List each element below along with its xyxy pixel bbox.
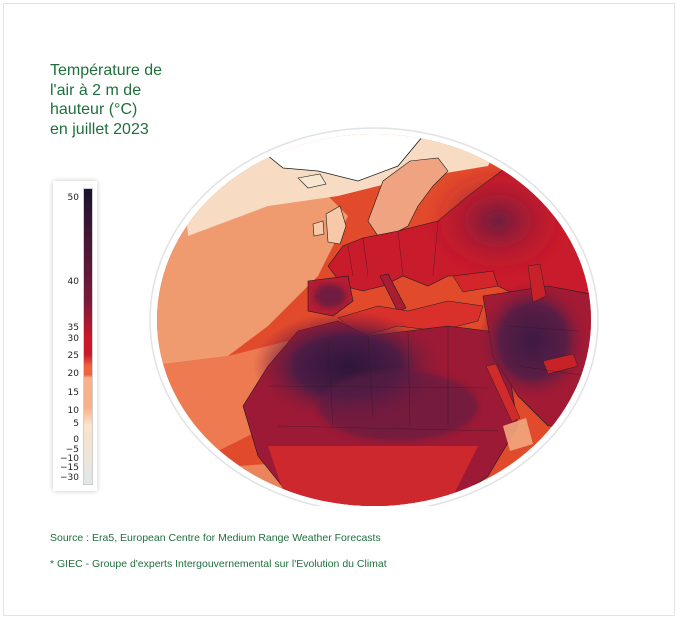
legend-tick-label: 35 — [67, 323, 79, 333]
title-line: l'air à 2 m de — [50, 81, 142, 99]
caspian-sea — [527, 263, 547, 303]
map-title: Température de l'air à 2 m de hauteur (°… — [50, 61, 200, 139]
country-borders — [267, 220, 589, 432]
legend-tick-label: −15 — [60, 463, 79, 473]
title-line: en juillet 2023 — [50, 120, 149, 138]
globe-map — [148, 126, 601, 513]
iceland — [297, 173, 327, 189]
legend-tick-label: 30 — [67, 334, 79, 344]
russia-heat — [428, 166, 568, 276]
ireland — [312, 220, 325, 237]
legend-tick-label: 5 — [73, 419, 79, 429]
legend-tick-label: 0 — [73, 435, 79, 445]
legend-tick-label: 50 — [67, 193, 79, 203]
ethiopia-highlands — [503, 418, 533, 451]
footnote-text: * GIEC - Groupe d'experts Intergouvernem… — [50, 558, 387, 570]
legend-tick-label: 20 — [67, 369, 79, 379]
legend-tick-label: −10 — [60, 454, 79, 464]
iberia-heat — [314, 284, 346, 308]
sahel-heat — [318, 371, 478, 441]
red-sea — [485, 363, 521, 423]
color-scale-bar — [83, 188, 93, 485]
persian-gulf — [542, 353, 579, 375]
legend-tick-label: 10 — [67, 406, 79, 416]
legend-tick-label: −30 — [60, 473, 79, 483]
title-line: Température de — [50, 62, 163, 79]
legend-tick-label: 25 — [67, 351, 79, 361]
legend-tick-label: 40 — [67, 277, 79, 287]
mideast-heat — [478, 281, 588, 401]
black-sea — [452, 270, 499, 293]
image-frame — [3, 3, 675, 616]
legend-tick-label: 15 — [67, 388, 79, 398]
italy — [379, 273, 407, 313]
british-isles — [325, 205, 347, 245]
globe-surface — [157, 134, 591, 506]
central-africa — [268, 446, 478, 506]
legend-tick-label: −5 — [65, 445, 79, 455]
title-line: hauteur (°C) — [50, 101, 138, 118]
source-text: Source : Era5, European Centre for Mediu… — [50, 532, 381, 544]
